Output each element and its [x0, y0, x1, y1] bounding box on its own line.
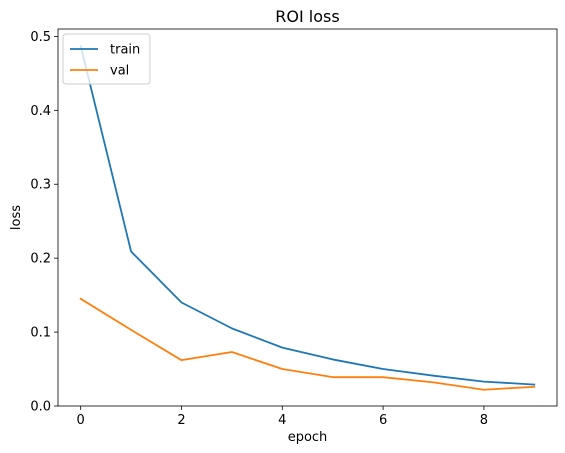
y-tick-label: 0.2 [30, 252, 51, 267]
x-tick-label: 2 [177, 413, 185, 428]
y-tick-label: 0.3 [30, 178, 51, 193]
legend: train val [62, 33, 151, 85]
series-group [79, 44, 536, 391]
x-tick-label: 0 [77, 413, 85, 428]
series-line-val [79, 297, 536, 391]
x-axis-label: epoch [288, 430, 328, 445]
legend-label-val: val [110, 64, 129, 79]
y-tick-label: 0.1 [30, 326, 51, 341]
y-tick-label: 0.5 [30, 30, 51, 45]
y-tick-label: 0.0 [30, 400, 51, 415]
x-tick-label: 8 [480, 413, 488, 428]
x-tick-label: 4 [278, 413, 286, 428]
y-tick-label: 0.4 [30, 104, 51, 119]
x-tick-label: 6 [379, 413, 387, 428]
plot-area [57, 28, 558, 407]
series-line-train [79, 44, 536, 386]
chart-title: ROI loss [275, 7, 339, 26]
legend-label-train: train [110, 43, 140, 58]
y-axis: 0.0 0.1 0.2 0.3 0.4 0.5 [30, 30, 58, 415]
x-axis: 0 2 4 6 8 [77, 406, 488, 428]
legend-frame [62, 33, 151, 85]
y-axis-label: loss [9, 205, 24, 230]
plot-frame [57, 28, 558, 407]
